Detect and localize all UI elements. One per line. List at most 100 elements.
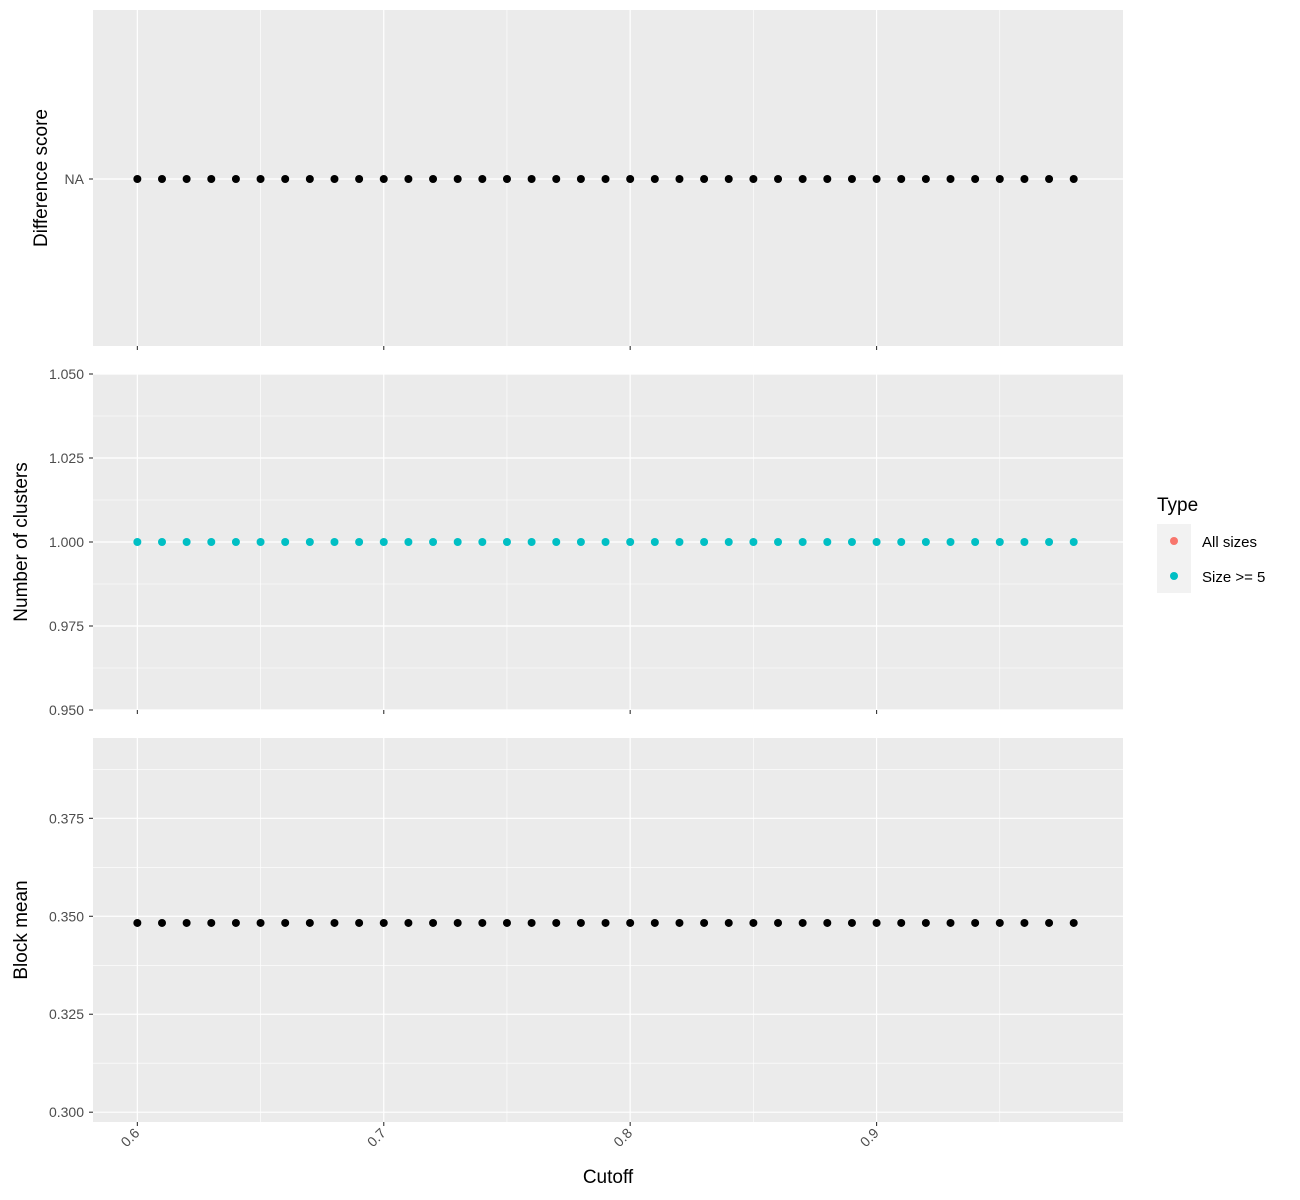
data-point (305, 175, 314, 183)
data-point (182, 175, 191, 183)
panel-block-mean: 0.300 0.325 0.350 0.375 (49, 738, 1123, 1126)
data-point (355, 918, 364, 927)
legend-key-background (1157, 524, 1191, 593)
data-point (1020, 175, 1029, 183)
data-point (847, 538, 856, 546)
data-point (626, 918, 635, 927)
data-point (502, 538, 511, 546)
data-point (1045, 918, 1054, 927)
y-axis-title-difference-score: Difference score (31, 109, 52, 247)
data-point (330, 175, 339, 183)
data-point (921, 918, 930, 927)
data-point (552, 175, 561, 183)
data-point (946, 175, 955, 183)
data-point (404, 175, 413, 183)
data-point (872, 538, 881, 546)
data-point (1069, 918, 1078, 927)
data-point (601, 538, 610, 546)
data-point (700, 538, 709, 546)
data-point (946, 538, 955, 546)
data-point (429, 175, 438, 183)
data-point (355, 175, 364, 183)
data-point (1069, 538, 1078, 546)
data-point (1045, 175, 1054, 183)
legend-title: Type (1157, 495, 1198, 516)
data-point (231, 175, 240, 183)
data-point (724, 918, 733, 927)
data-point (774, 918, 783, 927)
data-point (281, 538, 290, 546)
data-point (1069, 175, 1078, 183)
data-point (626, 538, 635, 546)
data-point (453, 538, 462, 546)
data-point (404, 918, 413, 927)
data-point (478, 918, 487, 927)
data-point (576, 538, 585, 546)
data-point (847, 175, 856, 183)
data-point (1045, 538, 1054, 546)
data-point (552, 918, 561, 927)
y-tick-label: 0.975 (49, 618, 84, 634)
data-point (256, 175, 265, 183)
data-point (700, 918, 709, 927)
data-point (355, 538, 364, 546)
data-point (971, 175, 980, 183)
data-point (823, 175, 832, 183)
y-tick-label: 1.000 (49, 534, 84, 550)
data-point (527, 538, 536, 546)
data-point (527, 918, 536, 927)
data-point (724, 175, 733, 183)
data-point (429, 538, 438, 546)
data-point (576, 918, 585, 927)
data-point (700, 175, 709, 183)
data-point (774, 538, 783, 546)
data-point (897, 918, 906, 927)
legend-label-size-5: Size >= 5 (1202, 569, 1265, 586)
data-point (207, 175, 216, 183)
legend-label-all-sizes: All sizes (1202, 534, 1257, 551)
data-point (256, 918, 265, 927)
data-point (182, 918, 191, 927)
data-point (379, 538, 388, 546)
data-point (749, 918, 758, 927)
data-point (281, 175, 290, 183)
y-axis-title-number-of-clusters: Number of clusters (11, 462, 32, 621)
data-point (207, 918, 216, 927)
y-tick-label: 0.300 (49, 1104, 84, 1120)
data-point (798, 918, 807, 927)
data-point (897, 538, 906, 546)
data-point (478, 538, 487, 546)
data-point (626, 175, 635, 183)
data-point (231, 918, 240, 927)
data-point (1020, 538, 1029, 546)
data-point (995, 918, 1004, 927)
data-point (133, 918, 142, 927)
data-point (379, 918, 388, 927)
data-point (749, 175, 758, 183)
data-point (576, 175, 585, 183)
data-point (650, 175, 659, 183)
y-tick-label: 0.375 (49, 810, 84, 826)
panel-background (93, 738, 1123, 1122)
data-point (601, 175, 610, 183)
data-point (1020, 918, 1029, 927)
panel-difference-score: NA (65, 10, 1123, 350)
data-point (749, 538, 758, 546)
data-point (798, 175, 807, 183)
data-point (847, 918, 856, 927)
legend: Type All sizes Size >= 5 (1157, 495, 1265, 593)
data-point (379, 175, 388, 183)
data-point (601, 918, 610, 927)
data-point (478, 175, 487, 183)
data-point (650, 538, 659, 546)
data-point (724, 538, 733, 546)
data-point (502, 175, 511, 183)
y-tick-label: 1.050 (49, 366, 84, 382)
data-point (823, 538, 832, 546)
data-point (305, 918, 314, 927)
data-point (231, 538, 240, 546)
data-point (971, 538, 980, 546)
data-point (971, 918, 980, 927)
data-point (823, 918, 832, 927)
data-point (453, 175, 462, 183)
